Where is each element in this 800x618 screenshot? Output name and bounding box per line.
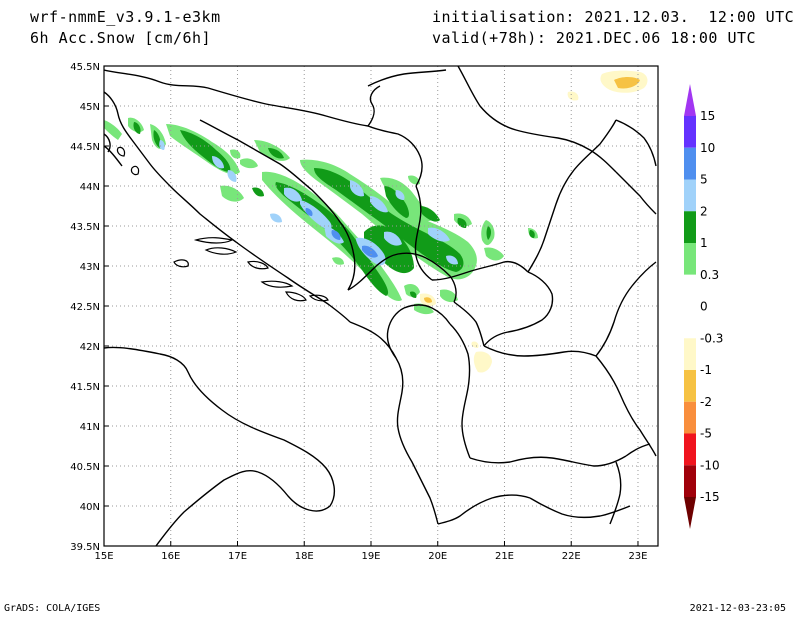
model-name: wrf-nmmE_v3.9.1-e3km [30, 8, 221, 26]
lat-tick-label: 41N [80, 422, 100, 433]
colorbar-swatch [684, 116, 696, 148]
colorbar-swatch [684, 274, 696, 307]
colorbar-label: -1 [700, 363, 712, 377]
lat-tick-label: 45.5N [70, 62, 100, 73]
lat-tick-label: 43.5N [70, 222, 100, 233]
colorbar-label: -2 [700, 395, 712, 409]
init-time: initialisation: 2021.12.03. 12:00 UTC [432, 8, 795, 26]
colorbar-label: -5 [700, 427, 712, 441]
colorbar-label: -0.3 [700, 331, 723, 345]
lat-tick-label: 45N [80, 102, 100, 113]
coastlines-borders [104, 66, 657, 546]
colorbar-swatch [684, 465, 696, 497]
lon-tick-label: 15E [94, 551, 113, 562]
colorbar-label: -10 [700, 458, 720, 472]
colorbar: 15 10 5 2 1 0.3 0 -0.3 -1 -2 -5 -10 -15 [684, 84, 723, 529]
colorbar-swatch [684, 243, 696, 275]
colorbar-label: 15 [700, 109, 715, 123]
lat-tick-label: 42.5N [70, 302, 100, 313]
colorbar-label: -15 [700, 490, 720, 504]
valid-time: valid(+78h): 2021.DEC.06 18:00 UTC [432, 29, 757, 47]
colorbar-swatch [684, 211, 696, 243]
lon-tick-label: 18E [295, 551, 314, 562]
islands [116, 146, 329, 302]
snow-field [104, 70, 648, 373]
colorbar-label: 0 [700, 300, 708, 314]
lon-tick-label: 19E [361, 551, 380, 562]
colorbar-swatch [684, 370, 696, 402]
lat-tick-label: 40.5N [70, 462, 100, 473]
colorbar-swatch [684, 179, 696, 212]
colorbar-swatch [684, 306, 696, 339]
colorbar-label: 1 [700, 236, 708, 250]
colorbar-swatch [684, 338, 696, 370]
lat-tick-label: 42N [80, 342, 100, 353]
lon-tick-label: 22E [562, 551, 581, 562]
lat-tick-label: 43N [80, 262, 100, 273]
colorbar-bottom-arrow [684, 497, 696, 529]
lon-axis: 15E 16E 17E 18E 19E 20E 21E 22E 23E [94, 541, 647, 562]
lat-tick-label: 39.5N [70, 542, 100, 553]
lon-tick-label: 20E [428, 551, 447, 562]
colorbar-label: 5 [700, 173, 708, 187]
grads-credit: GrADS: COLA/IGES [4, 603, 101, 614]
colorbar-label: 0.3 [700, 268, 719, 282]
colorbar-swatch [684, 147, 696, 180]
lat-tick-label: 40N [80, 502, 100, 513]
colorbar-label: 10 [700, 141, 715, 155]
lat-tick-label: 44N [80, 182, 100, 193]
lat-tick-label: 41.5N [70, 382, 100, 393]
colorbar-label: 2 [700, 204, 708, 218]
colorbar-swatch [684, 433, 696, 466]
field-name: 6h Acc.Snow [cm/6h] [30, 29, 212, 47]
lon-tick-label: 16E [161, 551, 180, 562]
lon-tick-label: 21E [495, 551, 514, 562]
lat-tick-label: 44.5N [70, 142, 100, 153]
lon-tick-label: 23E [628, 551, 647, 562]
colorbar-top-arrow [684, 84, 696, 116]
render-timestamp: 2021-12-03-23:05 [689, 603, 786, 614]
lon-tick-label: 17E [228, 551, 247, 562]
lat-axis: 39.5N 40N 40.5N 41N 41.5N 42N 42.5N 43N 43.5N 44N… [70, 62, 109, 553]
colorbar-swatch [684, 401, 696, 434]
